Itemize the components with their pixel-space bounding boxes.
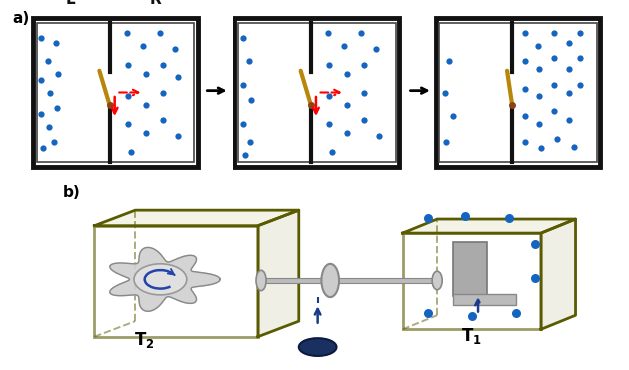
Ellipse shape xyxy=(321,264,339,297)
Text: b): b) xyxy=(63,185,81,200)
Text: a): a) xyxy=(13,11,30,26)
Ellipse shape xyxy=(299,338,337,356)
Circle shape xyxy=(134,264,187,295)
Polygon shape xyxy=(110,248,220,311)
Bar xyxy=(258,278,437,283)
Ellipse shape xyxy=(432,271,442,290)
Text: R: R xyxy=(150,0,161,7)
Polygon shape xyxy=(541,219,576,329)
Bar xyxy=(94,226,258,337)
Text: $\mathbf{T_2}$: $\mathbf{T_2}$ xyxy=(135,330,155,350)
Text: L: L xyxy=(65,0,75,7)
Bar xyxy=(453,242,487,296)
Bar xyxy=(403,233,541,329)
Polygon shape xyxy=(94,210,299,226)
FancyBboxPatch shape xyxy=(453,294,516,305)
Polygon shape xyxy=(403,219,576,233)
Polygon shape xyxy=(258,210,299,337)
Ellipse shape xyxy=(256,270,266,290)
Text: $\mathbf{T_1}$: $\mathbf{T_1}$ xyxy=(461,326,482,346)
